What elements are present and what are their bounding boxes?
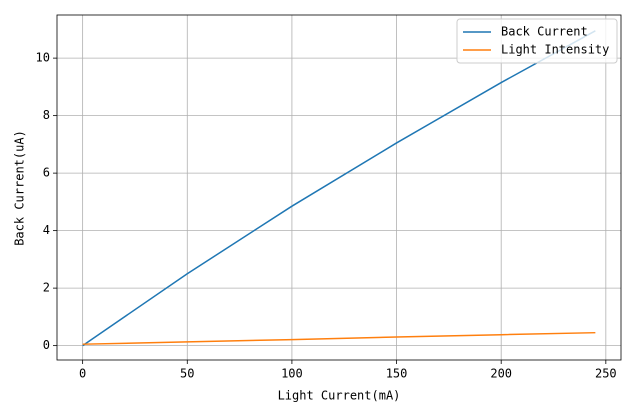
legend-label: Back Current <box>501 25 588 39</box>
legend-label: Light Intensity <box>501 43 609 57</box>
data-line <box>82 331 596 345</box>
x-axis-label: Light Current(mA) <box>278 389 401 403</box>
y-tick-label: 10 <box>36 51 50 65</box>
x-tick-label: 200 <box>490 367 512 381</box>
plot-frame <box>56 14 622 361</box>
x-tick-label: 100 <box>281 367 303 381</box>
y-axis-label: Back Current(uA) <box>13 130 27 246</box>
x-tick-label: 150 <box>386 367 408 381</box>
data-line <box>82 30 596 347</box>
x-tick-label: 50 <box>180 367 194 381</box>
y-tick-label: 6 <box>43 166 50 180</box>
y-tick-label: 2 <box>43 281 50 295</box>
legend-box <box>456 18 618 64</box>
y-tick-label: 4 <box>43 223 50 237</box>
y-tick-label: 8 <box>43 108 50 122</box>
x-tick-label: 0 <box>79 367 86 381</box>
x-tick-label: 250 <box>595 367 617 381</box>
y-tick-label: 0 <box>43 338 50 352</box>
